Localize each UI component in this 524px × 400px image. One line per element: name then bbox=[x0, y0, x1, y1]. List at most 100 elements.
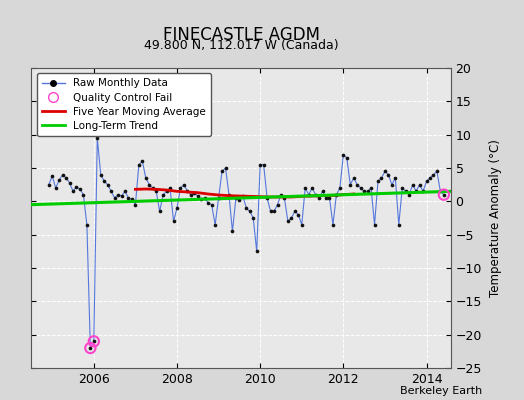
Point bbox=[86, 345, 94, 351]
Point bbox=[90, 338, 98, 344]
Point bbox=[235, 197, 244, 203]
Point bbox=[440, 192, 448, 198]
Point bbox=[72, 184, 81, 190]
Point bbox=[149, 185, 157, 191]
Point bbox=[322, 195, 330, 201]
Point bbox=[66, 180, 74, 186]
Point bbox=[339, 152, 347, 158]
Point bbox=[114, 192, 122, 198]
Point bbox=[360, 188, 368, 194]
Point bbox=[225, 192, 233, 198]
Point bbox=[111, 195, 119, 201]
Point bbox=[76, 186, 84, 192]
Text: Berkeley Earth: Berkeley Earth bbox=[400, 386, 482, 396]
Point bbox=[440, 192, 448, 198]
Point bbox=[350, 175, 358, 181]
Point bbox=[208, 202, 216, 208]
Point bbox=[83, 222, 91, 228]
Point bbox=[422, 178, 431, 184]
Point bbox=[246, 208, 254, 214]
Point bbox=[280, 195, 289, 201]
Point bbox=[214, 195, 223, 201]
Point bbox=[232, 195, 240, 201]
Point bbox=[315, 195, 323, 201]
Point bbox=[166, 185, 174, 191]
Point bbox=[173, 205, 181, 211]
Point bbox=[138, 158, 147, 164]
Point bbox=[436, 188, 444, 194]
Point bbox=[356, 185, 365, 191]
Y-axis label: Temperature Anomaly (°C): Temperature Anomaly (°C) bbox=[489, 139, 502, 297]
Point bbox=[100, 178, 108, 184]
Point bbox=[201, 195, 209, 201]
Point bbox=[287, 215, 296, 221]
Point bbox=[45, 182, 53, 188]
Point bbox=[59, 172, 67, 178]
Point bbox=[183, 188, 192, 194]
Point bbox=[86, 345, 94, 351]
Point bbox=[159, 192, 167, 198]
Point bbox=[253, 248, 261, 254]
Point bbox=[364, 188, 372, 194]
Point bbox=[416, 182, 424, 188]
Point bbox=[377, 175, 386, 181]
Point bbox=[325, 195, 334, 201]
Point bbox=[117, 193, 126, 199]
Point bbox=[346, 182, 354, 188]
Point bbox=[93, 135, 102, 141]
Point bbox=[353, 182, 362, 188]
Point bbox=[238, 193, 247, 199]
Point bbox=[429, 172, 438, 178]
Point bbox=[301, 185, 309, 191]
Point bbox=[343, 155, 351, 161]
Point bbox=[409, 182, 417, 188]
Point bbox=[283, 218, 292, 224]
Point bbox=[277, 192, 285, 198]
Point bbox=[218, 168, 226, 174]
Point bbox=[62, 175, 70, 181]
Point bbox=[336, 185, 344, 191]
Point bbox=[180, 182, 188, 188]
Point bbox=[401, 188, 410, 194]
Title: FINECASTLE AGDM: FINECASTLE AGDM bbox=[162, 26, 320, 44]
Point bbox=[176, 185, 184, 191]
Point bbox=[152, 188, 160, 194]
Point bbox=[169, 218, 178, 224]
Point bbox=[55, 177, 63, 183]
Point bbox=[197, 196, 205, 202]
Point bbox=[69, 188, 77, 194]
Point bbox=[426, 175, 434, 181]
Text: 49.800 N, 112.017 W (Canada): 49.800 N, 112.017 W (Canada) bbox=[144, 38, 339, 52]
Point bbox=[388, 182, 396, 188]
Point bbox=[398, 185, 407, 191]
Point bbox=[329, 222, 337, 228]
Point bbox=[291, 208, 299, 214]
Point bbox=[367, 185, 375, 191]
Point bbox=[162, 188, 171, 194]
Point bbox=[270, 208, 278, 214]
Point bbox=[263, 195, 271, 201]
Point bbox=[48, 173, 57, 179]
Point bbox=[190, 190, 199, 196]
Point bbox=[256, 162, 265, 168]
Point bbox=[249, 215, 257, 221]
Point bbox=[294, 212, 302, 218]
Point bbox=[51, 185, 60, 191]
Point bbox=[90, 338, 98, 344]
Point bbox=[79, 192, 88, 198]
Point bbox=[221, 165, 230, 171]
Point bbox=[242, 205, 250, 211]
Point bbox=[128, 196, 136, 202]
Point bbox=[332, 192, 341, 198]
Point bbox=[131, 202, 139, 208]
Point bbox=[395, 222, 403, 228]
Point bbox=[412, 188, 420, 194]
Point bbox=[419, 188, 427, 194]
Point bbox=[135, 162, 143, 168]
Point bbox=[187, 192, 195, 198]
Point bbox=[96, 172, 105, 178]
Point bbox=[381, 168, 389, 174]
Point bbox=[259, 162, 268, 168]
Point bbox=[298, 222, 306, 228]
Legend: Raw Monthly Data, Quality Control Fail, Five Year Moving Average, Long-Term Tren: Raw Monthly Data, Quality Control Fail, … bbox=[37, 73, 211, 136]
